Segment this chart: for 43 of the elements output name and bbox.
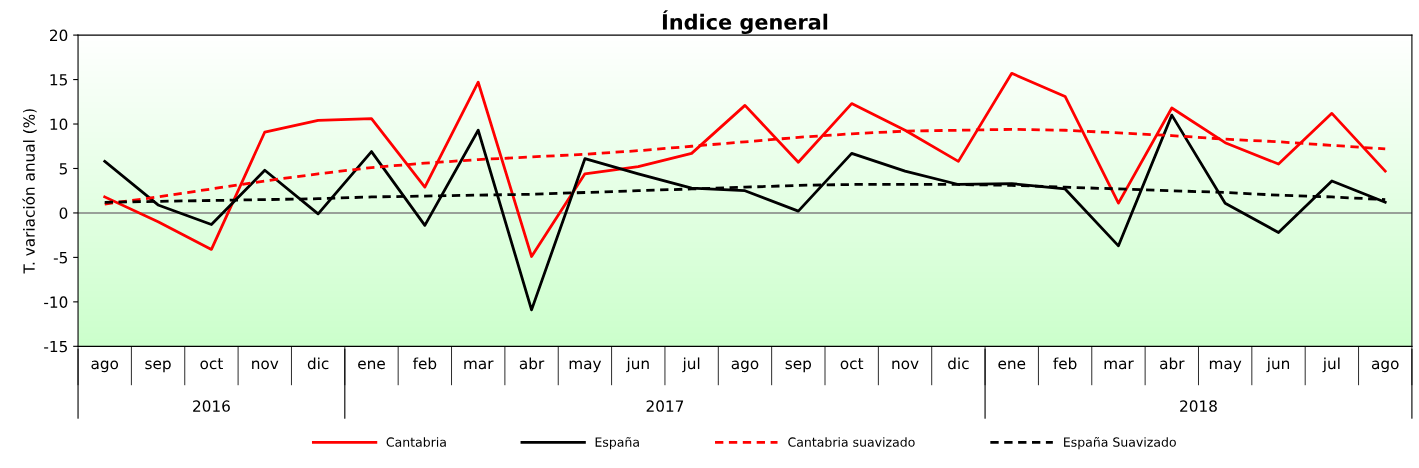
x-tick-label: abr — [1160, 357, 1185, 370]
x-tick-label: jul — [682, 357, 700, 373]
y-tick-label: -15 — [44, 340, 67, 353]
y-tick-label: 15 — [50, 74, 67, 86]
line-series — [103, 71, 1387, 258]
x-tick-label: may — [1209, 360, 1242, 373]
x-tick-label: may — [569, 360, 602, 373]
x-tick-label: nov — [892, 360, 919, 370]
x-tick-label: ago — [731, 360, 759, 373]
y-tick-label: -5 — [53, 252, 67, 264]
legend-label: Cantabria suavizado — [788, 437, 915, 447]
x-tick-label: mar — [1104, 360, 1134, 370]
text: 2016 — [193, 400, 230, 412]
x-tick-label: feb — [1053, 357, 1077, 370]
x-tick-label: abr — [519, 357, 545, 370]
x-tick-label: sep — [785, 360, 812, 373]
x-tick-label: ene — [998, 360, 1026, 370]
x-tick-label: jun — [1266, 357, 1290, 373]
legend-label: España — [595, 436, 639, 450]
text: 2018 — [1180, 400, 1217, 412]
x-tick-label: mar — [464, 360, 494, 370]
x-tick-label: jul — [1322, 357, 1340, 373]
y-tick-label: 20 — [50, 29, 68, 42]
y-tick-label: -10 — [44, 296, 68, 308]
y-tick-label: 0 — [59, 207, 68, 219]
x-tick-label: ago — [1371, 360, 1399, 373]
text: 2017 — [646, 400, 684, 412]
x-tick-label: feb — [412, 357, 437, 370]
legend-label: España Suavizado — [1064, 436, 1176, 450]
x-tick-label: jun — [626, 357, 649, 373]
y-tick-label: 10 — [50, 118, 68, 131]
x-tick-label: dic — [307, 357, 329, 370]
legend-label: Cantabria — [386, 437, 446, 447]
x-tick-label: oct — [200, 358, 223, 370]
x-tick-label: ago — [91, 360, 119, 373]
y-axis-title: T. variación anual (%) — [22, 109, 37, 274]
x-tick-label: ene — [358, 360, 385, 370]
chart-title: Índice general — [662, 10, 828, 35]
x-tick-label: dic — [948, 357, 969, 370]
x-tick-label: sep — [145, 360, 171, 373]
y-tick-label: 5 — [59, 163, 67, 175]
x-tick-label: oct — [840, 358, 864, 370]
x-tick-label: nov — [252, 360, 279, 370]
